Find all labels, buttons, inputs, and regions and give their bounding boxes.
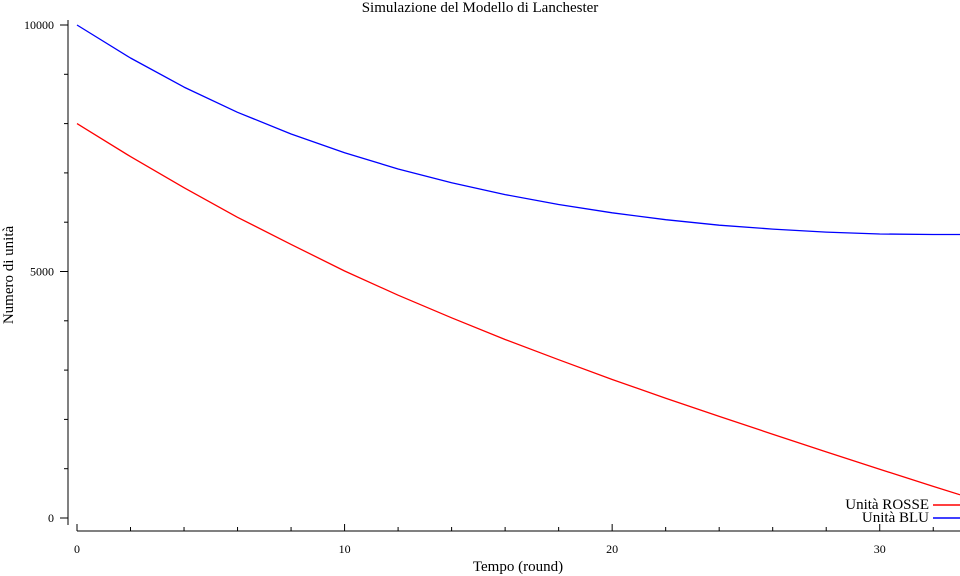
y-tick-label: 0	[48, 511, 54, 525]
x-axis-label: Tempo (round)	[473, 559, 563, 575]
legend-label-blu: Unità BLU	[862, 510, 929, 526]
x-tick-label: 30	[874, 542, 886, 556]
x-tick-label: 0	[74, 542, 80, 556]
axes	[67, 20, 960, 532]
legend: Unità ROSSE Unità BLU	[845, 497, 960, 526]
y-tick-label: 10000	[24, 18, 54, 32]
y-axis-label: Numero di unità	[1, 226, 17, 325]
series-line-blu	[76, 24, 960, 236]
x-tick-label: 10	[339, 542, 351, 556]
chart-title: Simulazione del Modello di Lanchester	[362, 0, 599, 16]
y-ticks: 0 5000 10000	[24, 18, 68, 525]
y-tick-label: 5000	[30, 265, 54, 279]
legend-label-rosse: Unità ROSSE	[845, 497, 929, 513]
series-line-rosse	[76, 123, 960, 496]
x-tick-label: 20	[606, 542, 618, 556]
series-group	[76, 24, 960, 496]
x-ticks: 0 10 20 30	[74, 524, 934, 556]
